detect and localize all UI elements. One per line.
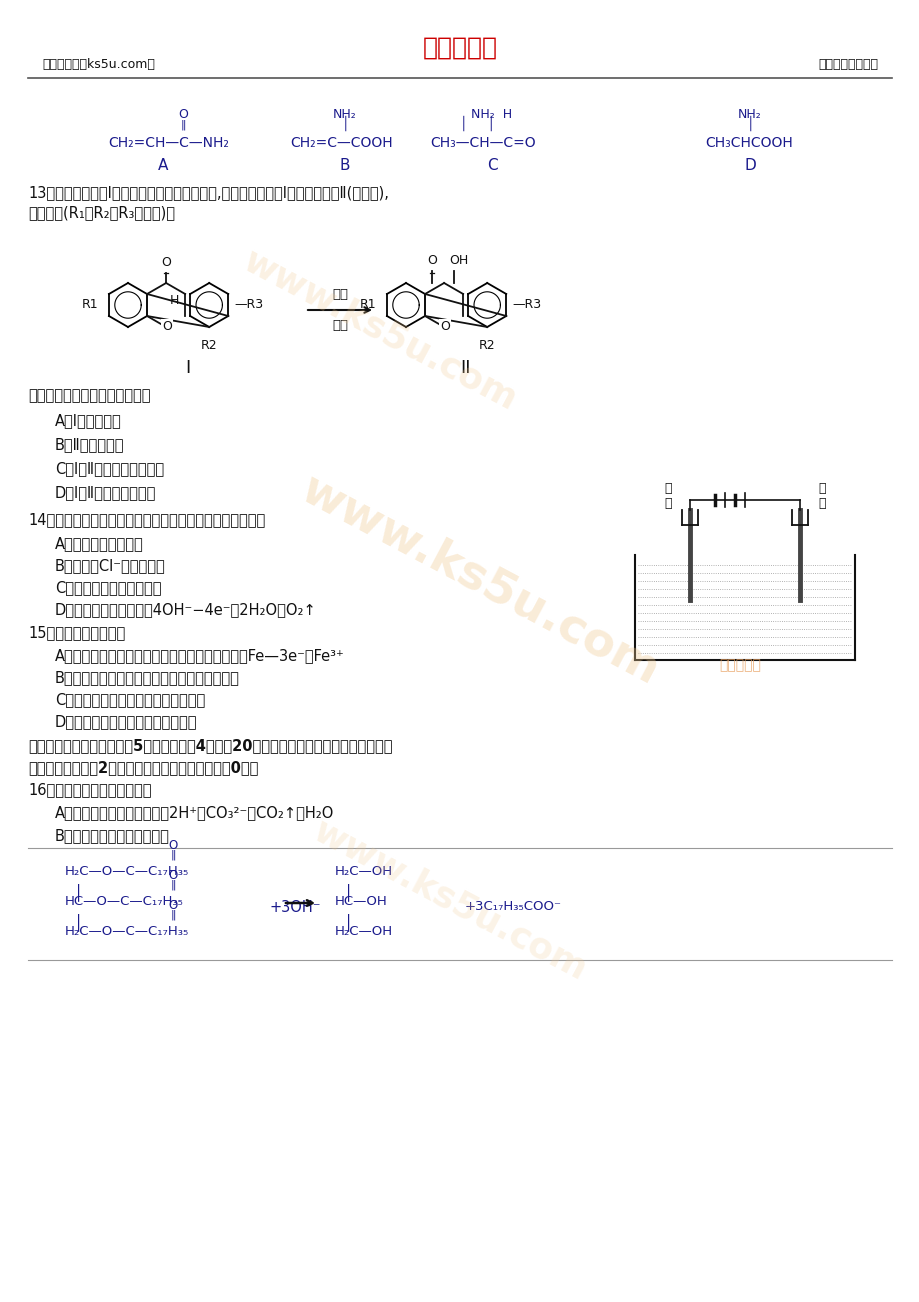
- Text: 14．用右图所示装置电解饱和食盐水，下列叙述不正确的是: 14．用右图所示装置电解饱和食盐水，下列叙述不正确的是: [28, 512, 265, 527]
- Text: B．将钢铁与电源的正极相连，可防止其被腐蚀: B．将钢铁与电源的正极相连，可防止其被腐蚀: [55, 671, 240, 685]
- Text: │: │: [74, 913, 84, 931]
- Text: D: D: [743, 159, 755, 173]
- Text: II: II: [460, 359, 471, 378]
- Text: HC—O—C—C₁₇H₃₅: HC—O—C—C₁₇H₃₅: [65, 894, 184, 907]
- Text: H₂C—OH: H₂C—OH: [335, 865, 392, 878]
- Text: O: O: [426, 254, 437, 267]
- Text: ‖: ‖: [170, 879, 176, 891]
- Text: CH₃—CH—C=O: CH₃—CH—C=O: [429, 135, 535, 150]
- Text: H₂C—O—C—C₁₇H₃₅: H₂C—O—C—C₁₇H₃₅: [65, 924, 189, 937]
- Text: ‖: ‖: [170, 910, 176, 921]
- Text: 高考资源网（ks5u.com）: 高考资源网（ks5u.com）: [42, 59, 154, 72]
- Text: R2: R2: [200, 339, 217, 352]
- Text: A．阴极发生还原反应: A．阴极发生还原反应: [55, 536, 143, 551]
- Text: —R3: —R3: [512, 298, 540, 311]
- Text: 高考资源网: 高考资源网: [422, 36, 497, 60]
- Text: www.ks5u.com: www.ks5u.com: [237, 243, 522, 417]
- Text: www.ks5u.com: www.ks5u.com: [307, 814, 592, 987]
- Text: 16．下列离子方程式正确的是: 16．下列离子方程式正确的是: [28, 783, 152, 797]
- Text: CH₂=C—COOH: CH₂=C—COOH: [289, 135, 392, 150]
- Text: O: O: [168, 898, 177, 911]
- Text: 有关上述变化的说法不正确的是: 有关上述变化的说法不正确的是: [28, 388, 151, 404]
- Text: H₂C—OH: H₂C—OH: [335, 924, 392, 937]
- Text: 选一个且正确的得2分，只要选错一个，该小题就为0分）: 选一个且正确的得2分，只要选错一个，该小题就为0分）: [28, 760, 258, 775]
- Text: ‖: ‖: [170, 849, 176, 861]
- Text: R1: R1: [359, 298, 376, 311]
- Text: 光照: 光照: [332, 288, 347, 301]
- Text: O: O: [161, 256, 171, 270]
- Text: NH₂: NH₂: [737, 108, 761, 121]
- Text: H₂C—O—C—C₁₇H₃₅: H₂C—O—C—C₁₇H₃₅: [65, 865, 189, 878]
- Text: O: O: [168, 868, 177, 881]
- Text: ‖: ‖: [180, 120, 186, 130]
- Text: HC—OH: HC—OH: [335, 894, 387, 907]
- Text: 黑暗: 黑暗: [332, 319, 347, 332]
- Text: C．Ⅰ、Ⅱ均能发生加成反应: C．Ⅰ、Ⅱ均能发生加成反应: [55, 461, 164, 477]
- Text: —R3: —R3: [234, 298, 263, 311]
- Text: │: │: [745, 116, 753, 132]
- Text: +3OH⁻: +3OH⁻: [269, 900, 321, 915]
- Text: 15．下列说法正确的是: 15．下列说法正确的是: [28, 625, 125, 641]
- Text: 反应如下(R₁、R₂、R₃是烃基)：: 反应如下(R₁、R₂、R₃是烃基)：: [28, 204, 175, 220]
- Text: A．Ⅰ属于芳香烃: A．Ⅰ属于芳香烃: [55, 413, 121, 428]
- Text: │: │: [341, 116, 348, 132]
- Text: OH: OH: [449, 254, 468, 267]
- Text: B．Ⅱ可看作醇类: B．Ⅱ可看作醇类: [55, 437, 124, 452]
- Text: C．在镀件上镀铜时可用金属铜作阴极: C．在镀件上镀铜时可用金属铜作阴极: [55, 691, 205, 707]
- Text: │     │: │ │: [460, 116, 495, 132]
- Text: B．溶液中Cl⁻向阳极运动: B．溶液中Cl⁻向阳极运动: [55, 559, 165, 573]
- Text: 二、双项选择题（本题包括5小题，每小题4分，共20分。每小题有两个选项符合题意。只: 二、双项选择题（本题包括5小题，每小题4分，共20分。每小题有两个选项符合题意。…: [28, 738, 392, 753]
- Text: 高考资源网: 高考资源网: [719, 658, 760, 672]
- Text: 13．无色的有机物Ⅰ是印制防伪商标的一种原料,在紫外光辐射下Ⅰ可转变成结构Ⅱ(显橙色),: 13．无色的有机物Ⅰ是印制防伪商标的一种原料,在紫外光辐射下Ⅰ可转变成结构Ⅱ(显…: [28, 185, 389, 201]
- Text: O: O: [178, 108, 187, 121]
- Text: O: O: [162, 320, 172, 333]
- Text: CH₃CHCOOH: CH₃CHCOOH: [704, 135, 792, 150]
- Text: │: │: [344, 883, 353, 901]
- Text: O: O: [168, 838, 177, 852]
- Text: C．图中右侧石墨棒是阳极: C．图中右侧石墨棒是阳极: [55, 579, 162, 595]
- Text: B: B: [339, 159, 350, 173]
- Text: 石
墨: 石 墨: [817, 482, 825, 510]
- Text: CH₂=CH—C—NH₂: CH₂=CH—C—NH₂: [108, 135, 229, 150]
- Text: NH₂: NH₂: [333, 108, 357, 121]
- Text: A．钢铁发生电化学腐蚀时，负极发生的反应是：Fe—3e⁻＝Fe³⁺: A．钢铁发生电化学腐蚀时，负极发生的反应是：Fe—3e⁻＝Fe³⁺: [55, 648, 345, 663]
- Text: D．用电解法精炼粗铜时粗铜作阳极: D．用电解法精炼粗铜时粗铜作阳极: [55, 713, 198, 729]
- Text: NH₂  H: NH₂ H: [471, 108, 512, 121]
- Text: A．乙酸与碳酸钠溶液反应：2H⁺＋CO₃²⁻＝CO₂↑＋H₂O: A．乙酸与碳酸钠溶液反应：2H⁺＋CO₃²⁻＝CO₂↑＋H₂O: [55, 805, 334, 820]
- Text: H: H: [169, 293, 178, 306]
- Text: B．油脂在碱性溶液中水解：: B．油脂在碱性溶液中水解：: [55, 828, 170, 842]
- Text: 您身边的高考专家: 您身边的高考专家: [817, 59, 877, 72]
- Text: www.ks5u.com: www.ks5u.com: [292, 466, 666, 694]
- Text: D．Ⅰ和Ⅱ互为同分异构体: D．Ⅰ和Ⅱ互为同分异构体: [55, 486, 156, 500]
- Text: │: │: [344, 913, 353, 931]
- Text: C: C: [486, 159, 497, 173]
- Text: D．阳极发生的反应为：4OH⁻−4e⁻＝2H₂O＋O₂↑: D．阳极发生的反应为：4OH⁻−4e⁻＝2H₂O＋O₂↑: [55, 602, 316, 617]
- Text: O: O: [439, 320, 449, 333]
- Text: │: │: [74, 883, 84, 901]
- Text: R1: R1: [81, 298, 98, 311]
- Text: R2: R2: [479, 339, 495, 352]
- Text: I: I: [185, 359, 190, 378]
- Text: +3C₁₇H₃₅COO⁻: +3C₁₇H₃₅COO⁻: [464, 900, 562, 913]
- Text: A: A: [158, 159, 168, 173]
- Text: 石
墨: 石 墨: [664, 482, 671, 510]
